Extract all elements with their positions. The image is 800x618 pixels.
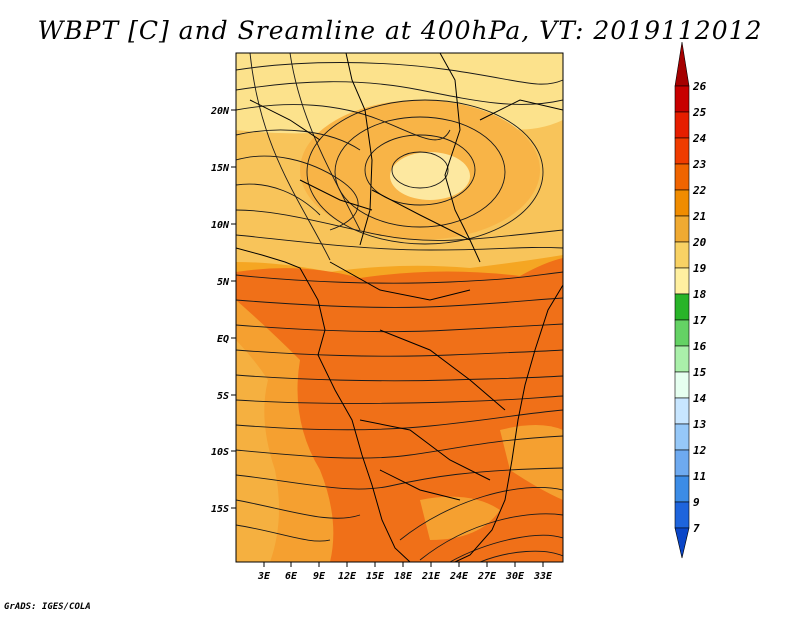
colorbar-label: 17 (693, 314, 707, 327)
colorbar-label: 16 (693, 340, 707, 353)
lat-label: 10S (211, 447, 229, 458)
colorbar-segment (674, 319, 690, 347)
lat-axis: 20N 15N 10N 5N EQ 5S 10S 15S (210, 106, 236, 515)
colorbar-segment (674, 215, 690, 243)
colorbar-label: 18 (693, 288, 707, 301)
colorbar-segment (674, 501, 690, 529)
colorbar-label: 13 (693, 418, 707, 431)
lon-label: 33E (533, 571, 553, 582)
lon-label: 30E (505, 571, 525, 582)
colorbar-segment (674, 189, 690, 217)
lon-label: 18E (394, 571, 413, 582)
colorbar-segment (674, 449, 690, 477)
colorbar-label: 23 (692, 158, 707, 171)
colorbar-bottom-arrow (674, 527, 690, 559)
chart-title: WBPT [C] and Sreamline at 400hPa, VT: 20… (37, 16, 763, 45)
colorbar-segment (674, 267, 690, 295)
lat-label: 15S (211, 504, 229, 515)
field-east-warm (500, 425, 563, 500)
colorbar-segment (674, 111, 690, 139)
field-south-warm (420, 496, 500, 540)
colorbar-label: 26 (692, 80, 707, 93)
lat-label: 15N (211, 163, 230, 174)
colorbar-segment (674, 475, 690, 503)
lon-label: 12E (338, 571, 357, 582)
lat-label: 10N (211, 220, 230, 231)
lon-label: 21E (421, 571, 441, 582)
lat-label: 5S (217, 391, 229, 402)
streamlines (236, 53, 563, 562)
map-frame (235, 52, 564, 563)
colorbar-label: 7 (693, 522, 700, 535)
colorbar-segment (674, 137, 690, 165)
colorbar-segment (674, 163, 690, 191)
colorbar-segment (674, 345, 690, 373)
colorbar-label: 25 (692, 106, 707, 119)
colorbar-label: 12 (693, 444, 707, 457)
lon-label: 9E (313, 571, 326, 582)
colorbar-label: 21 (692, 210, 706, 223)
lon-label: 27E (477, 571, 497, 582)
lat-label: 20N (210, 106, 230, 117)
colorbar-label: 15 (693, 366, 707, 379)
coastlines-borders (236, 53, 563, 562)
colorbar-label: 19 (693, 262, 707, 275)
lat-label: EQ (217, 334, 229, 345)
colorbar-segment (674, 241, 690, 269)
colorbar-label: 24 (692, 132, 707, 145)
colorbar-label: 22 (692, 184, 707, 197)
lon-label: 24E (449, 571, 469, 582)
map-field (236, 53, 563, 562)
colorbar-segment (674, 293, 690, 321)
colorbar-label: 20 (692, 236, 707, 249)
colorbar-segment (674, 371, 690, 399)
colorbar-segment (674, 423, 690, 451)
colorbar-top-arrow (674, 41, 690, 87)
colorbar-segment (674, 397, 690, 425)
colorbar-label: 14 (693, 392, 707, 405)
colorbar-segment (674, 85, 690, 113)
field-vortex-eye (390, 152, 470, 200)
lon-label: 15E (366, 571, 385, 582)
lon-label: 3E (257, 571, 271, 582)
colorbar-label: 9 (693, 496, 700, 509)
lon-label: 6E (285, 571, 298, 582)
colorbar-label: 11 (693, 470, 706, 483)
lat-label: 5N (217, 277, 230, 288)
colorbar: 26 25 24 23 22 21 20 19 18 17 16 15 14 13 12 11 9 7 (674, 41, 707, 559)
grads-credit: GrADS: IGES/COLA (4, 602, 91, 612)
lon-axis: 3E 6E 9E 12E 15E 18E 21E 24E 27E 30E 33E (257, 562, 553, 582)
